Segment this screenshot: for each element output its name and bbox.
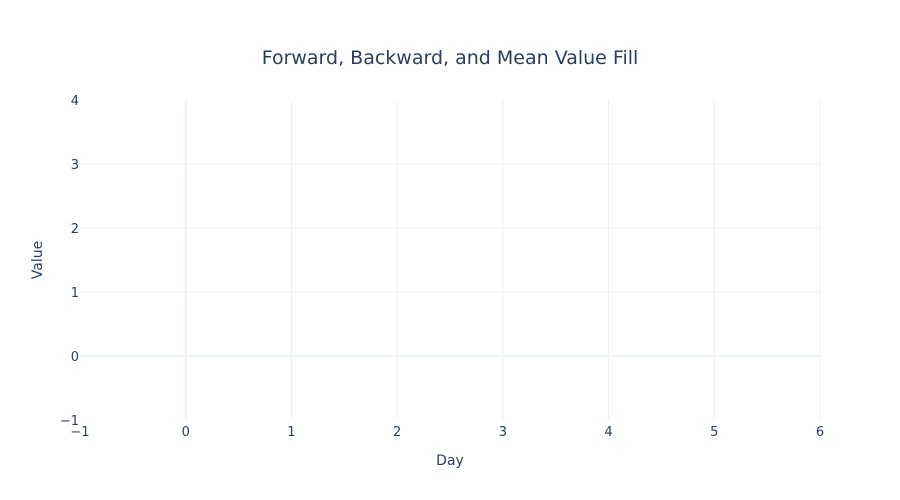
zeroline-layer (80, 100, 820, 420)
y-tick-label: 2 (71, 222, 79, 237)
y-tick-label: 0 (71, 350, 79, 365)
x-tick-label: 2 (393, 425, 401, 440)
y-tick-label: 1 (71, 286, 79, 301)
y-tick-label: −1 (60, 414, 79, 429)
grid-layer (80, 100, 821, 420)
x-tick-label: 0 (182, 425, 190, 440)
x-tick-label: −1 (70, 425, 89, 440)
x-axis-title: Day (436, 453, 464, 469)
x-tick-label: 5 (710, 425, 718, 440)
x-tick-label: 3 (499, 425, 507, 440)
x-tick-label: 4 (604, 425, 612, 440)
y-tick-label: 3 (71, 158, 79, 173)
y-tick-labels: −1 0 1 2 3 4 (60, 94, 79, 429)
y-axis-title: Value (30, 241, 46, 279)
x-tick-label: 6 (816, 425, 824, 440)
y-tick-label: 4 (71, 94, 79, 109)
x-tick-labels: −1 0 1 2 3 4 5 6 (70, 425, 824, 440)
x-tick-label: 1 (287, 425, 295, 440)
chart-title: Forward, Backward, and Mean Value Fill (262, 47, 639, 69)
